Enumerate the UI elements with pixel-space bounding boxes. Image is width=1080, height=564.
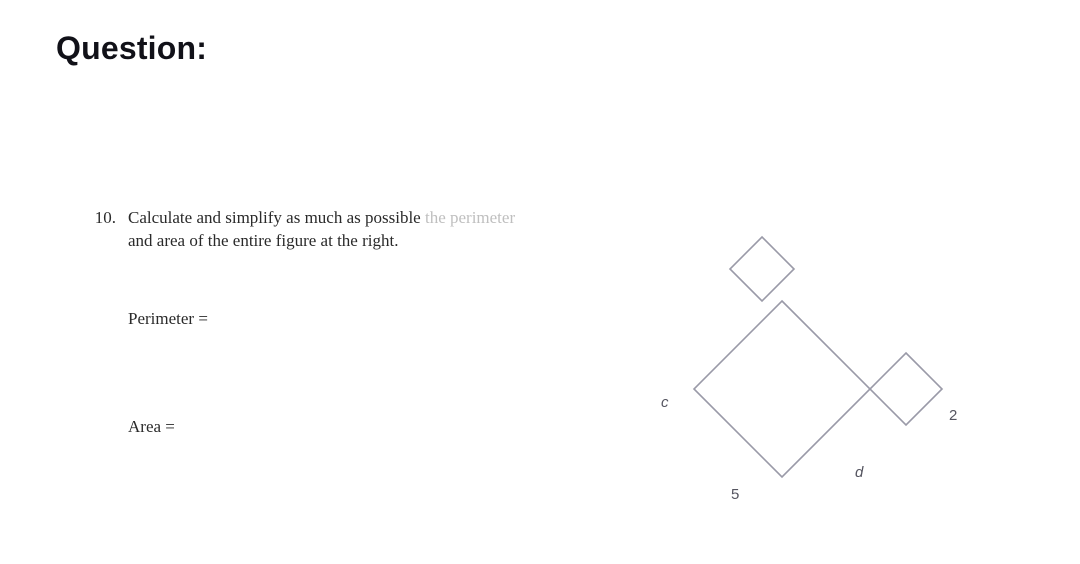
large-big-square — [694, 301, 870, 477]
figure-label-d: d — [855, 464, 864, 481]
page-container: Question: 10. Calculate and simplify as … — [0, 0, 1080, 564]
question-line-1: Calculate and simplify as much as possib… — [128, 207, 576, 230]
area-label: Area = — [128, 416, 576, 439]
small-right-square — [870, 353, 942, 425]
question-number: 10. — [56, 207, 128, 439]
problem-block: 10. Calculate and simplify as much as po… — [56, 207, 576, 439]
prompt-main: Calculate and simplify as much as possib… — [128, 208, 421, 227]
question-line-2: and area of the entire figure at the rig… — [128, 230, 576, 253]
figure-label-2: 2 — [949, 407, 957, 424]
prompt-tail-1: the perimeter — [425, 208, 515, 227]
figure-svg: c 5 d 2 — [596, 197, 996, 537]
perimeter-label: Perimeter = — [128, 308, 576, 331]
content-row: 10. Calculate and simplify as much as po… — [56, 207, 1024, 527]
figure-container: c 5 d 2 — [596, 207, 1024, 527]
figure-label-5: 5 — [731, 486, 739, 503]
question-body: Calculate and simplify as much as possib… — [128, 207, 576, 439]
page-heading: Question: — [56, 30, 1024, 67]
small-top-square — [730, 237, 794, 301]
figure-label-c: c — [661, 394, 669, 411]
